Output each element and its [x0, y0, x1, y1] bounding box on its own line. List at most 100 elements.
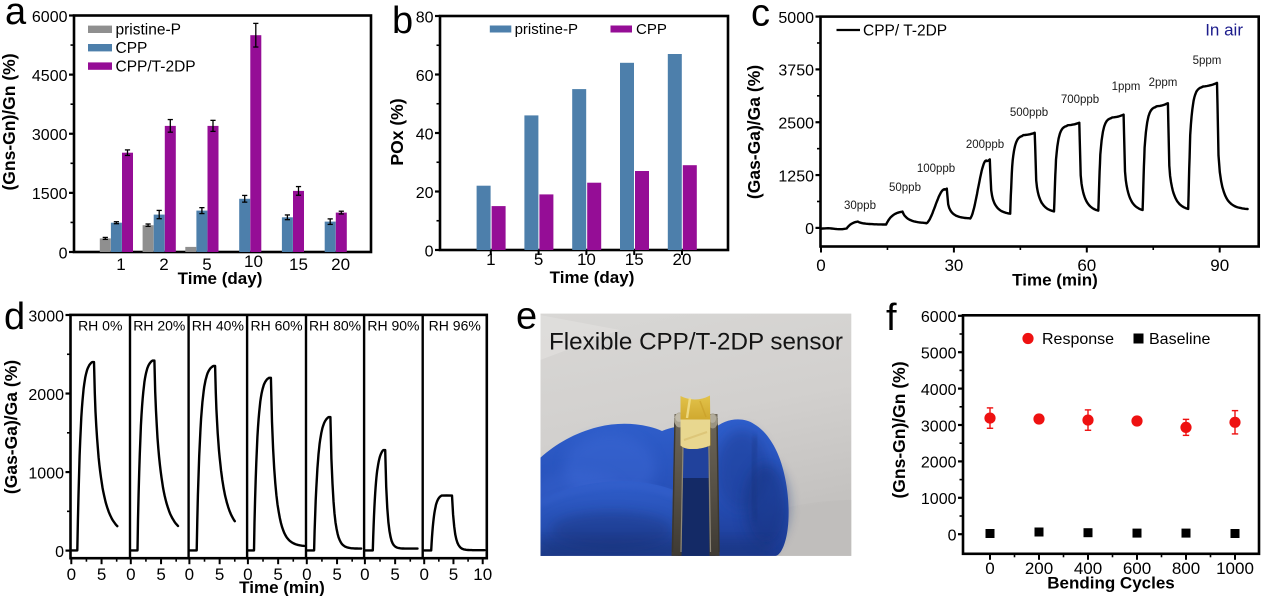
svg-text:0: 0 [302, 565, 311, 584]
svg-text:5000: 5000 [778, 10, 814, 27]
svg-text:1: 1 [486, 250, 495, 269]
svg-text:0: 0 [185, 565, 194, 584]
svg-text:2000: 2000 [28, 387, 64, 404]
svg-text:CPP/ T-2DP: CPP/ T-2DP [863, 23, 947, 40]
svg-text:5: 5 [156, 565, 165, 584]
svg-text:Time (min): Time (min) [1012, 271, 1098, 290]
svg-text:40: 40 [416, 126, 434, 143]
svg-text:200ppb: 200ppb [966, 139, 1004, 151]
svg-text:CPP/T-2DP: CPP/T-2DP [116, 59, 196, 76]
svg-text:2000: 2000 [921, 455, 957, 472]
svg-text:f: f [886, 297, 897, 339]
svg-text:0: 0 [360, 565, 369, 584]
svg-text:1500: 1500 [32, 186, 68, 203]
svg-text:(Gns-Gn)/Gn (%): (Gns-Gn)/Gn (%) [0, 53, 19, 190]
svg-text:c: c [751, 0, 770, 35]
svg-text:1: 1 [116, 255, 125, 274]
svg-text:RH 80%: RH 80% [309, 318, 361, 334]
svg-text:RH 60%: RH 60% [250, 318, 302, 334]
svg-text:a: a [5, 0, 27, 33]
svg-text:Time (min): Time (min) [239, 578, 325, 596]
svg-text:RH 40%: RH 40% [192, 318, 244, 334]
svg-text:pristine-P: pristine-P [515, 21, 578, 38]
svg-text:Baseline: Baseline [1149, 331, 1210, 348]
svg-text:Time (day): Time (day) [178, 269, 263, 288]
svg-text:2ppm: 2ppm [1149, 77, 1178, 89]
svg-text:Response: Response [1042, 331, 1114, 348]
svg-text:0: 0 [243, 565, 252, 584]
svg-text:(Gas-Ga)/Ga (%): (Gas-Ga)/Ga (%) [744, 65, 764, 199]
svg-text:RH 96%: RH 96% [429, 318, 481, 334]
svg-text:90: 90 [1210, 256, 1229, 275]
svg-text:20: 20 [416, 185, 434, 202]
svg-text:30ppb: 30ppb [844, 200, 876, 212]
svg-text:2: 2 [159, 255, 168, 274]
svg-text:d: d [4, 296, 25, 338]
svg-text:600: 600 [1123, 559, 1151, 578]
svg-text:5: 5 [534, 250, 543, 269]
svg-text:5: 5 [449, 565, 458, 584]
svg-text:0: 0 [948, 528, 957, 545]
svg-text:10: 10 [473, 565, 492, 584]
svg-text:3000: 3000 [28, 308, 64, 325]
svg-text:10: 10 [244, 252, 263, 271]
svg-text:80: 80 [416, 9, 434, 26]
svg-text:6000: 6000 [32, 9, 68, 26]
svg-text:60: 60 [416, 68, 434, 85]
svg-text:5000: 5000 [921, 346, 957, 363]
svg-text:POx (%): POx (%) [387, 98, 407, 165]
svg-text:0: 0 [805, 221, 814, 238]
svg-text:0: 0 [419, 565, 428, 584]
svg-text:RH 90%: RH 90% [367, 318, 419, 334]
svg-text:(Gns-Gn)/Gn (%): (Gns-Gn)/Gn (%) [889, 361, 909, 498]
svg-text:15: 15 [289, 255, 308, 274]
svg-text:1000: 1000 [921, 491, 957, 508]
svg-text:e: e [516, 296, 537, 338]
svg-text:400: 400 [1074, 559, 1102, 578]
svg-text:5: 5 [390, 565, 399, 584]
svg-text:0: 0 [126, 565, 135, 584]
svg-text:60: 60 [1077, 256, 1096, 275]
svg-text:0: 0 [67, 565, 76, 584]
svg-text:2500: 2500 [778, 116, 814, 133]
svg-text:3750: 3750 [778, 63, 814, 80]
svg-text:0: 0 [425, 243, 434, 260]
svg-text:15: 15 [625, 250, 644, 269]
svg-text:0: 0 [985, 559, 994, 578]
svg-text:50ppb: 50ppb [889, 182, 921, 194]
svg-text:800: 800 [1172, 559, 1200, 578]
svg-text:1000: 1000 [28, 465, 64, 482]
svg-text:4500: 4500 [32, 68, 68, 85]
svg-text:0: 0 [816, 256, 825, 275]
svg-text:30: 30 [944, 256, 963, 275]
svg-text:3000: 3000 [921, 418, 957, 435]
svg-text:0: 0 [59, 245, 68, 262]
svg-text:100ppb: 100ppb [917, 163, 955, 175]
svg-text:pristine-P: pristine-P [116, 22, 181, 39]
svg-text:Flexible CPP/T-2DP sensor: Flexible CPP/T-2DP sensor [549, 329, 843, 356]
svg-text:0: 0 [55, 544, 64, 561]
svg-text:5: 5 [215, 565, 224, 584]
svg-text:CPP: CPP [636, 21, 667, 38]
svg-text:20: 20 [673, 250, 692, 269]
svg-text:RH 20%: RH 20% [133, 318, 185, 334]
svg-text:5: 5 [202, 255, 211, 274]
svg-text:RH 0%: RH 0% [78, 318, 122, 334]
svg-text:CPP: CPP [116, 40, 148, 57]
svg-text:6000: 6000 [921, 309, 957, 326]
svg-text:In air: In air [1205, 21, 1243, 40]
svg-text:20: 20 [331, 255, 350, 274]
svg-text:5: 5 [97, 565, 106, 584]
svg-text:1000: 1000 [1216, 559, 1254, 578]
svg-text:500ppb: 500ppb [1010, 107, 1048, 119]
svg-text:b: b [392, 0, 413, 42]
svg-text:4000: 4000 [921, 382, 957, 399]
svg-text:10: 10 [577, 250, 596, 269]
svg-text:5: 5 [332, 565, 341, 584]
svg-text:Time (day): Time (day) [550, 268, 635, 287]
svg-text:3000: 3000 [32, 127, 68, 144]
svg-text:Bending Cycles: Bending Cycles [1047, 574, 1175, 593]
svg-text:5ppm: 5ppm [1193, 55, 1222, 67]
svg-text:1250: 1250 [778, 168, 814, 185]
svg-text:700ppb: 700ppb [1061, 94, 1099, 106]
